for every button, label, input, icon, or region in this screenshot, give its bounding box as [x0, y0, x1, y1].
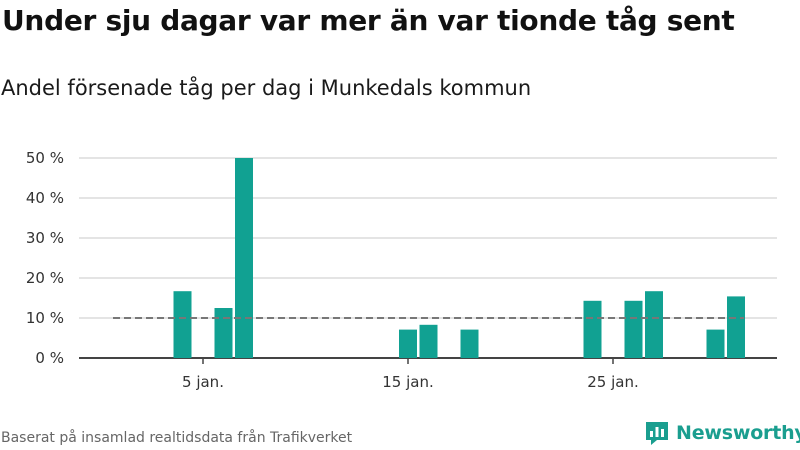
bar — [645, 291, 663, 358]
bar — [419, 324, 438, 358]
chart-subtitle: Andel försenade tåg per dag i Munkedals … — [1, 76, 532, 100]
bars — [173, 158, 745, 358]
y-tick-label: 20 % — [26, 269, 64, 287]
x-tick-label: 15 jan. — [382, 373, 434, 391]
bar — [583, 300, 602, 358]
bar — [460, 329, 479, 358]
y-tick-label: 50 % — [26, 149, 64, 167]
brand[interactable]: Newsworthy — [644, 420, 800, 446]
x-tick-labels: 5 jan. 15 jan. 25 jan. — [182, 358, 639, 391]
x-tick-label: 5 jan. — [182, 373, 224, 391]
y-tick-label: 10 % — [26, 309, 64, 327]
y-tick-label: 40 % — [26, 189, 64, 207]
bar — [706, 329, 725, 358]
y-tick-label: 0 % — [35, 349, 64, 367]
bar-chart: 0 % 10 % 20 % 30 % 40 % 50 % 5 jan. 15 jan. 25 … — [26, 149, 777, 391]
y-tick-labels: 0 % 10 % 20 % 30 % 40 % 50 % — [26, 149, 64, 367]
x-tick-label: 25 jan. — [587, 373, 639, 391]
bar — [214, 308, 233, 358]
chart-title: Under sju dagar var mer än var tionde tå… — [2, 4, 735, 37]
y-tick-label: 30 % — [26, 229, 64, 247]
bar — [399, 329, 417, 358]
bar — [235, 158, 253, 358]
source-note: Baserat på insamlad realtidsdata från Tr… — [1, 430, 353, 446]
brand-name: Newsworthy — [676, 422, 800, 444]
newsworthy-logo-icon — [646, 422, 668, 445]
bar — [173, 291, 192, 358]
bar — [624, 300, 643, 358]
bar — [727, 296, 745, 358]
